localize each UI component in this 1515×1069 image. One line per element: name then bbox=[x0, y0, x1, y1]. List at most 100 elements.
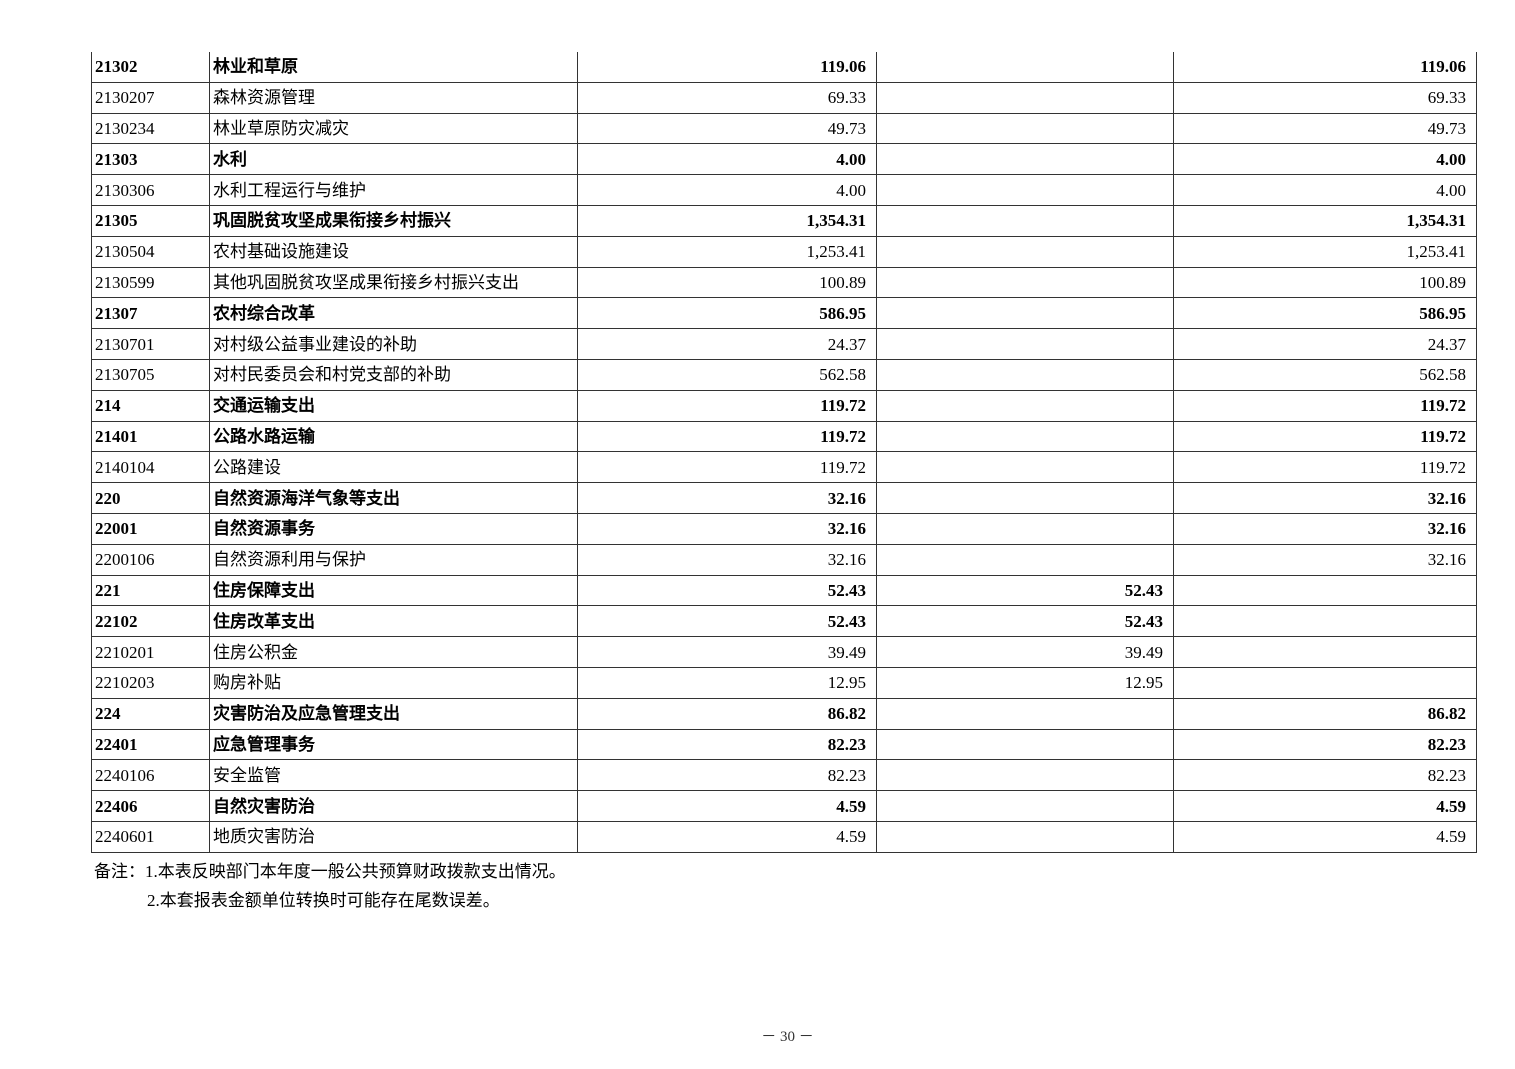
cell-project: 4.00 bbox=[1173, 143, 1477, 176]
table-row: 224 灾害防治及应急管理支出 86.82 86.82 bbox=[91, 697, 1477, 730]
cell-project: 69.33 bbox=[1173, 81, 1477, 114]
cell-name: 对村民委员会和村党支部的补助 bbox=[209, 358, 578, 391]
cell-basic bbox=[876, 52, 1174, 83]
cell-name: 水利 bbox=[209, 143, 578, 176]
cell-code: 21401 bbox=[91, 420, 210, 453]
cell-project: 49.73 bbox=[1173, 112, 1477, 145]
cell-basic bbox=[876, 512, 1174, 545]
cell-basic bbox=[876, 328, 1174, 360]
cell-total: 82.23 bbox=[577, 759, 877, 792]
table-row: 21302 林业和草原 119.06 119.06 bbox=[91, 52, 1477, 83]
table-row: 2240601 地质灾害防治 4.59 4.59 bbox=[91, 820, 1477, 853]
cell-name: 购房补贴 bbox=[209, 666, 578, 699]
cell-name: 交通运输支出 bbox=[209, 389, 578, 422]
cell-basic bbox=[876, 174, 1174, 206]
cell-basic bbox=[876, 266, 1174, 299]
cell-total: 52.43 bbox=[577, 605, 877, 638]
cell-code: 214 bbox=[91, 389, 210, 422]
cell-total: 100.89 bbox=[577, 266, 877, 299]
cell-code: 2210203 bbox=[91, 666, 210, 699]
cell-code: 2130207 bbox=[91, 81, 210, 114]
cell-code: 21307 bbox=[91, 297, 210, 330]
cell-code: 2210201 bbox=[91, 636, 210, 668]
cell-code: 22102 bbox=[91, 605, 210, 638]
cell-total: 562.58 bbox=[577, 358, 877, 391]
table-row: 21401 公路水路运输 119.72 119.72 bbox=[91, 420, 1477, 453]
cell-code: 21302 bbox=[91, 52, 210, 83]
table-row: 22401 应急管理事务 82.23 82.23 bbox=[91, 728, 1477, 761]
cell-basic bbox=[876, 790, 1174, 822]
cell-name: 林业草原防灾减灾 bbox=[209, 112, 578, 145]
cell-project: 82.23 bbox=[1173, 728, 1477, 761]
cell-basic: 52.43 bbox=[876, 605, 1174, 638]
cell-total: 49.73 bbox=[577, 112, 877, 145]
cell-project bbox=[1173, 636, 1477, 668]
cell-total: 12.95 bbox=[577, 666, 877, 699]
table-row: 221 住房保障支出 52.43 52.43 bbox=[91, 574, 1477, 607]
table-row: 2130705 对村民委员会和村党支部的补助 562.58 562.58 bbox=[91, 358, 1477, 391]
table-row: 2240106 安全监管 82.23 82.23 bbox=[91, 759, 1477, 792]
cell-basic bbox=[876, 112, 1174, 145]
cell-basic bbox=[876, 358, 1174, 391]
cell-name: 自然资源事务 bbox=[209, 512, 578, 545]
page-number: － 30 － bbox=[761, 1029, 814, 1045]
cell-basic bbox=[876, 81, 1174, 114]
cell-project bbox=[1173, 666, 1477, 699]
footnote-2: 2.本套报表金额单位转换时可能存在尾数误差。 bbox=[147, 891, 500, 910]
cell-code: 2140104 bbox=[91, 451, 210, 484]
cell-name: 自然资源利用与保护 bbox=[209, 543, 578, 576]
cell-code: 2130701 bbox=[91, 328, 210, 360]
cell-name: 农村基础设施建设 bbox=[209, 235, 578, 268]
cell-project: 119.06 bbox=[1173, 52, 1477, 83]
cell-code: 220 bbox=[91, 482, 210, 514]
cell-project: 1,354.31 bbox=[1173, 204, 1477, 237]
cell-total: 82.23 bbox=[577, 728, 877, 761]
cell-code: 2200106 bbox=[91, 543, 210, 576]
cell-project: 119.72 bbox=[1173, 389, 1477, 422]
cell-project bbox=[1173, 574, 1477, 607]
cell-total: 1,253.41 bbox=[577, 235, 877, 268]
cell-total: 4.59 bbox=[577, 820, 877, 853]
cell-total: 586.95 bbox=[577, 297, 877, 330]
cell-total: 52.43 bbox=[577, 574, 877, 607]
cell-total: 86.82 bbox=[577, 697, 877, 730]
cell-name: 森林资源管理 bbox=[209, 81, 578, 114]
cell-code: 2240601 bbox=[91, 820, 210, 853]
cell-basic bbox=[876, 697, 1174, 730]
table-row: 22102 住房改革支出 52.43 52.43 bbox=[91, 605, 1477, 638]
cell-name: 住房公积金 bbox=[209, 636, 578, 668]
table-row: 2130234 林业草原防灾减灾 49.73 49.73 bbox=[91, 112, 1477, 145]
cell-total: 4.59 bbox=[577, 790, 877, 822]
table-row: 2130207 森林资源管理 69.33 69.33 bbox=[91, 81, 1477, 114]
cell-basic bbox=[876, 759, 1174, 792]
cell-basic bbox=[876, 204, 1174, 237]
cell-project: 119.72 bbox=[1173, 420, 1477, 453]
cell-code: 221 bbox=[91, 574, 210, 607]
table-row: 2130504 农村基础设施建设 1,253.41 1,253.41 bbox=[91, 235, 1477, 268]
cell-project: 86.82 bbox=[1173, 697, 1477, 730]
cell-total: 32.16 bbox=[577, 543, 877, 576]
cell-name: 巩固脱贫攻坚成果衔接乡村振兴 bbox=[209, 204, 578, 237]
cell-name: 地质灾害防治 bbox=[209, 820, 578, 853]
cell-basic bbox=[876, 820, 1174, 853]
cell-project: 562.58 bbox=[1173, 358, 1477, 391]
cell-name: 公路水路运输 bbox=[209, 420, 578, 453]
cell-basic bbox=[876, 389, 1174, 422]
cell-basic bbox=[876, 543, 1174, 576]
cell-total: 119.72 bbox=[577, 420, 877, 453]
cell-basic bbox=[876, 143, 1174, 176]
cell-name: 自然灾害防治 bbox=[209, 790, 578, 822]
cell-name: 水利工程运行与维护 bbox=[209, 174, 578, 206]
cell-project: 4.59 bbox=[1173, 790, 1477, 822]
table-row: 21305 巩固脱贫攻坚成果衔接乡村振兴 1,354.31 1,354.31 bbox=[91, 204, 1477, 237]
table-row: 22406 自然灾害防治 4.59 4.59 bbox=[91, 790, 1477, 822]
cell-project: 32.16 bbox=[1173, 512, 1477, 545]
cell-total: 24.37 bbox=[577, 328, 877, 360]
cell-project: 32.16 bbox=[1173, 482, 1477, 514]
cell-total: 119.06 bbox=[577, 52, 877, 83]
cell-total: 32.16 bbox=[577, 482, 877, 514]
table-row: 2140104 公路建设 119.72 119.72 bbox=[91, 451, 1477, 484]
cell-project: 82.23 bbox=[1173, 759, 1477, 792]
cell-code: 21303 bbox=[91, 143, 210, 176]
cell-name: 应急管理事务 bbox=[209, 728, 578, 761]
